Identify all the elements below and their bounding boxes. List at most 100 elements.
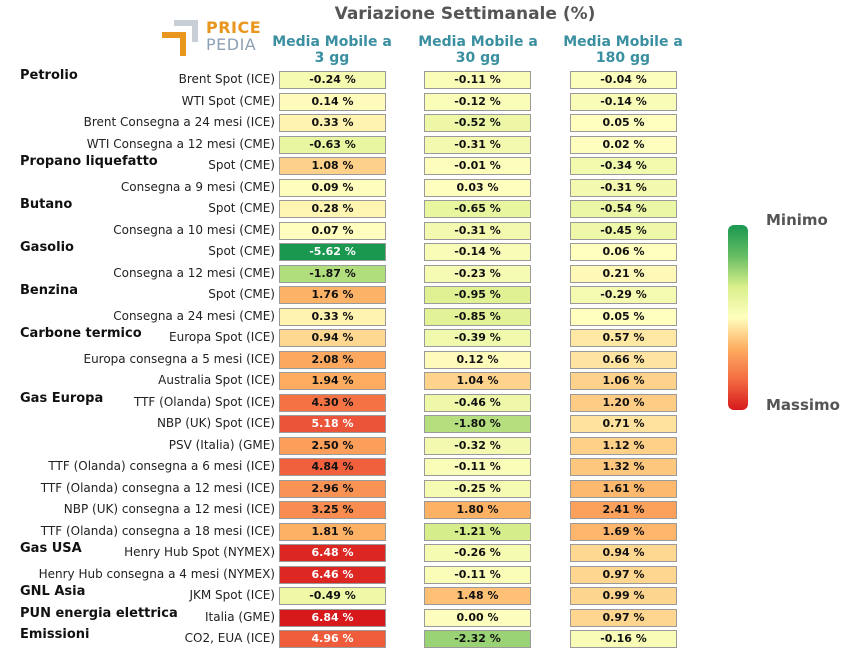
row-label: Consegna a 24 mesi (CME) bbox=[113, 308, 275, 323]
data-cell: 0.06 % bbox=[570, 243, 677, 261]
row-label: TTF (Olanda) consegna a 12 mesi (ICE) bbox=[40, 480, 275, 495]
data-cell: 2.41 % bbox=[570, 501, 677, 519]
row-label: Australia Spot (ICE) bbox=[158, 373, 275, 387]
data-cell: 1.80 % bbox=[424, 501, 531, 519]
data-cell: 1.61 % bbox=[570, 479, 677, 498]
data-cell: -5.62 % bbox=[279, 243, 386, 261]
data-cell: -0.04 % bbox=[570, 71, 677, 89]
row-label: TTF (Olanda) consegna a 18 mesi (ICE) bbox=[40, 523, 275, 538]
row-label: Henry Hub Spot (NYMEX) bbox=[124, 545, 275, 559]
data-cell: -0.52 % bbox=[424, 114, 531, 132]
data-cell: 0.94 % bbox=[279, 329, 386, 347]
row-label: Spot (CME) bbox=[208, 244, 275, 258]
data-cell: -0.32 % bbox=[424, 436, 531, 455]
data-cell: 0.03 % bbox=[424, 178, 531, 197]
data-cell: 6.84 % bbox=[279, 608, 386, 627]
data-cell: -1.21 % bbox=[424, 522, 531, 541]
data-cell: -1.87 % bbox=[279, 264, 386, 283]
row-label: TTF (Olanda) Spot (ICE) bbox=[133, 394, 275, 409]
data-cell: 0.05 % bbox=[570, 114, 677, 132]
group-label: Emissioni bbox=[20, 627, 90, 642]
data-cell: 0.14 % bbox=[279, 92, 386, 111]
data-cell: 0.71 % bbox=[570, 415, 677, 433]
column-header-30gg: Media Mobile a 30 gg bbox=[418, 34, 538, 66]
data-cell: 1.04 % bbox=[424, 372, 531, 390]
row-label: NBP (UK) consegna a 12 mesi (ICE) bbox=[63, 502, 275, 516]
data-cell: -0.23 % bbox=[424, 264, 531, 283]
data-cell: 0.57 % bbox=[570, 329, 677, 347]
data-cell: -0.16 % bbox=[570, 630, 677, 648]
column-header-180gg: Media Mobile a 180 gg bbox=[563, 34, 683, 66]
data-cell: 0.09 % bbox=[279, 178, 386, 197]
row-label: Spot (CME) bbox=[208, 158, 275, 172]
row-label: Consegna a 10 mesi (CME) bbox=[113, 222, 275, 237]
data-cell: 0.00 % bbox=[424, 608, 531, 627]
row-label: Spot (CME) bbox=[208, 201, 275, 215]
group-label: Petrolio bbox=[20, 68, 78, 83]
data-cell: -0.31 % bbox=[424, 135, 531, 154]
group-label: Gasolio bbox=[20, 240, 74, 255]
data-cell: -0.95 % bbox=[424, 286, 531, 304]
group-label: Butano bbox=[20, 197, 73, 212]
data-cell: -0.85 % bbox=[424, 307, 531, 326]
data-cell: -0.14 % bbox=[424, 243, 531, 261]
data-cell: 1.12 % bbox=[570, 436, 677, 455]
color-scale-legend bbox=[728, 225, 748, 410]
data-cell: 0.05 % bbox=[570, 307, 677, 326]
data-cell: 4.84 % bbox=[279, 458, 386, 476]
data-cell: 0.07 % bbox=[279, 221, 386, 240]
row-label: WTI Consegna a 12 mesi (CME) bbox=[86, 136, 275, 151]
group-label: PUN energia elettrica bbox=[20, 605, 178, 621]
row-label: TTF (Olanda) consegna a 6 mesi (ICE) bbox=[48, 459, 275, 473]
data-cell: 0.33 % bbox=[279, 307, 386, 326]
data-cell: 2.50 % bbox=[279, 436, 386, 455]
row-label: Brent Consegna a 24 mesi (ICE) bbox=[83, 115, 275, 129]
data-cell: -2.32 % bbox=[424, 630, 531, 648]
row-label: Europa consegna a 5 mesi (ICE) bbox=[83, 351, 275, 366]
data-cell: -0.34 % bbox=[570, 157, 677, 175]
data-cell: -0.25 % bbox=[424, 479, 531, 498]
data-cell: 1.06 % bbox=[570, 372, 677, 390]
chart-title: Variazione Settimanale (%) bbox=[334, 4, 596, 24]
row-label: NBP (UK) Spot (ICE) bbox=[156, 416, 275, 430]
data-cell: -0.49 % bbox=[279, 587, 386, 605]
data-cell: 4.96 % bbox=[279, 630, 386, 648]
data-cell: -0.31 % bbox=[570, 178, 677, 197]
data-cell: 0.97 % bbox=[570, 608, 677, 627]
legend-label-max: Massimo bbox=[766, 396, 840, 414]
logo-mark-icon bbox=[162, 20, 198, 56]
row-label: PSV (Italia) (GME) bbox=[168, 437, 275, 452]
row-label: Europa Spot (ICE) bbox=[169, 330, 275, 344]
data-cell: -0.29 % bbox=[570, 286, 677, 304]
row-label: Henry Hub consegna a 4 mesi (NYMEX) bbox=[38, 566, 275, 581]
data-cell: -0.31 % bbox=[424, 221, 531, 240]
data-cell: 0.94 % bbox=[570, 544, 677, 562]
data-cell: -0.26 % bbox=[424, 544, 531, 562]
data-cell: 5.18 % bbox=[279, 415, 386, 433]
data-cell: 6.46 % bbox=[279, 565, 386, 584]
row-label: CO2, EUA (ICE) bbox=[184, 631, 275, 645]
data-cell: -0.65 % bbox=[424, 200, 531, 218]
data-cell: -0.46 % bbox=[424, 393, 531, 412]
data-cell: 4.30 % bbox=[279, 393, 386, 412]
row-label: Consegna a 9 mesi (CME) bbox=[120, 179, 275, 194]
column-header-3gg: Media Mobile a 3 gg bbox=[272, 34, 392, 66]
logo-text-pedia: PEDIA bbox=[206, 35, 257, 54]
data-cell: -0.11 % bbox=[424, 458, 531, 476]
data-cell: 0.99 % bbox=[570, 587, 677, 605]
group-label: Carbone termico bbox=[20, 326, 142, 341]
data-cell: 2.96 % bbox=[279, 479, 386, 498]
data-cell: -1.80 % bbox=[424, 415, 531, 433]
data-cell: 3.25 % bbox=[279, 501, 386, 519]
data-cell: -0.11 % bbox=[424, 71, 531, 89]
data-cell: 1.76 % bbox=[279, 286, 386, 304]
row-label: Italia (GME) bbox=[204, 609, 275, 624]
row-label: Spot (CME) bbox=[208, 287, 275, 301]
data-cell: -0.12 % bbox=[424, 92, 531, 111]
group-label: Gas Europa bbox=[20, 390, 104, 406]
row-label: Brent Spot (ICE) bbox=[178, 72, 275, 86]
data-cell: 1.08 % bbox=[279, 157, 386, 175]
data-cell: -0.39 % bbox=[424, 329, 531, 347]
data-cell: 1.94 % bbox=[279, 372, 386, 390]
